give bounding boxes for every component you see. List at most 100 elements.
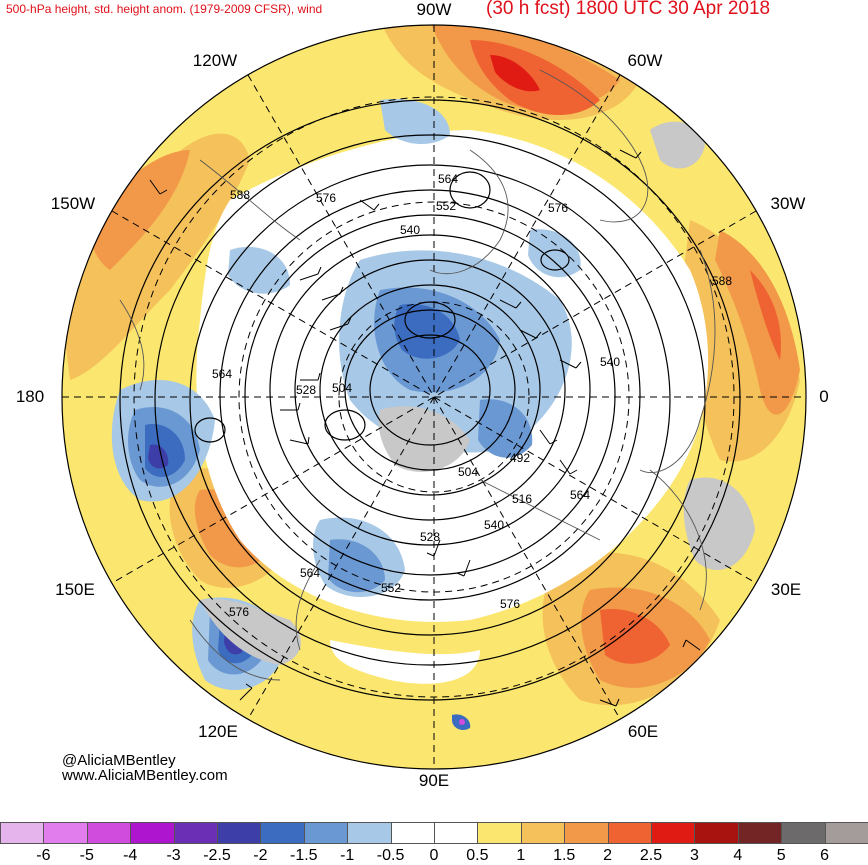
- terrain-mask: [200, 599, 301, 665]
- colorbar-swatch: [564, 822, 609, 844]
- colorbar-swatch: [694, 822, 739, 844]
- contour-line: [449, 171, 491, 209]
- credit-handle: @AliciaMBentley: [62, 752, 176, 769]
- coastline: [649, 469, 707, 611]
- contour-label: 564: [438, 172, 458, 186]
- credit-website[interactable]: www.AliciaMBentley.com: [62, 767, 228, 784]
- colorbar-swatch: [260, 822, 305, 844]
- contour-label: 492: [510, 451, 530, 465]
- colorbar-tick-label: 2: [603, 847, 613, 864]
- contour-label-layer: 564 552 540 576 588 576 588 540 564 528 …: [212, 172, 732, 619]
- meridian-line: [111, 210, 757, 584]
- coastline: [429, 149, 509, 275]
- contour-line: [540, 249, 570, 271]
- colorbar-swatch: [781, 822, 826, 844]
- contour-label: 588: [712, 274, 732, 288]
- contour-label: 576: [229, 605, 249, 619]
- lon-label-150w: 150W: [50, 194, 96, 213]
- lon-label-180: 180: [15, 387, 45, 406]
- contour-label: 564: [300, 566, 320, 580]
- colorbar-swatch: [43, 822, 88, 844]
- colorbar-swatch: [173, 822, 218, 844]
- colorbar-tick-label: 0: [429, 847, 439, 864]
- wind-barb: [149, 149, 701, 707]
- contour-line: [369, 334, 491, 446]
- colorbar-swatch: [86, 822, 132, 844]
- terrain-mask: [683, 477, 755, 570]
- contour-line: [294, 259, 566, 521]
- colorbar: [0, 822, 868, 844]
- colorbar-tick-label: -6: [36, 847, 51, 864]
- colorbar-tick-label: 4: [733, 847, 743, 864]
- contour-label: 540: [600, 355, 620, 369]
- meridian-line: [247, 74, 621, 720]
- lon-label-60w: 60W: [627, 51, 663, 70]
- contour-label: 540: [400, 223, 420, 237]
- colorbar-swatch: [390, 822, 435, 844]
- contour-line: [219, 189, 641, 601]
- graticule: [62, 25, 806, 769]
- lon-label-30w: 30W: [770, 194, 806, 213]
- colorbar-tick-label: 3: [689, 847, 699, 864]
- contour-label: 540: [484, 518, 504, 532]
- colorbar-tick-label: -1.5: [290, 847, 318, 864]
- colorbar-swatch: [130, 822, 175, 844]
- meridian-line: [111, 210, 757, 584]
- contour-line: [244, 214, 616, 576]
- colorbar-tick-label: -4: [123, 847, 138, 864]
- anomaly-region: [330, 640, 480, 684]
- lon-label-30e: 30E: [770, 580, 802, 599]
- lon-label-60e: 60E: [627, 722, 659, 741]
- contour-label: 576: [316, 191, 336, 205]
- contour-line: [344, 309, 516, 471]
- coastline: [295, 559, 321, 651]
- colorbar-tick-label: 5: [776, 847, 786, 864]
- colorbar-swatch: [651, 822, 696, 844]
- contour-label: 576: [500, 597, 520, 611]
- contour-line: [189, 164, 671, 636]
- colorbar-swatch: [607, 822, 652, 844]
- contour-label: 564: [570, 488, 590, 502]
- contour-label: 504: [458, 465, 478, 479]
- coastline: [479, 479, 601, 541]
- contour-line: [319, 284, 541, 496]
- contour-label: 528: [420, 530, 440, 544]
- lon-label-90e: 90E: [418, 771, 450, 790]
- colorbar-tick-label: 6: [820, 847, 830, 864]
- colorbar-swatch: [824, 822, 868, 844]
- contour-line: [404, 301, 456, 339]
- contour-label: 588: [230, 188, 250, 202]
- anomaly-region: [380, 99, 450, 145]
- colorbar-tick-label: 1.5: [553, 847, 576, 864]
- lon-label-150e: 150E: [55, 580, 95, 599]
- header-right-title: (30 h fcst) 1800 UTC 30 Apr 2018: [486, 0, 771, 19]
- colorbar-tick-label: 0.5: [466, 847, 489, 864]
- contour-line: [194, 417, 226, 443]
- colorbar-tick-label: -2.5: [203, 847, 231, 864]
- coastlines: [119, 69, 716, 681]
- lon-label-120e: 120E: [198, 722, 238, 741]
- wind-barbs: [149, 149, 701, 707]
- colorbar-tick-label: -2: [253, 847, 268, 864]
- colorbar-swatch: [434, 822, 479, 844]
- anomaly-region: [715, 230, 800, 415]
- colorbar-tick-label: -0.5: [376, 847, 405, 864]
- anomaly-region: [394, 304, 460, 359]
- terrain-mask: [378, 406, 470, 472]
- colorbar-tick-label: -3: [166, 847, 181, 864]
- contour-line: [269, 234, 591, 546]
- header-left-title: 500-hPa height, std. height anom. (1979-…: [6, 2, 323, 16]
- colorbar-swatch: [0, 822, 45, 844]
- contour-line: [324, 409, 366, 441]
- contour-label: 552: [436, 199, 456, 213]
- lon-label-90w: 90W: [416, 0, 452, 19]
- anomaly-region: [89, 150, 190, 270]
- colorbar-swatch: [520, 822, 566, 844]
- colorbar-tick-label: -1: [340, 847, 355, 864]
- anomaly-region: [490, 55, 540, 92]
- colorbar-tick-label: 1: [516, 847, 526, 864]
- colorbar-tick-label: 2.5: [639, 847, 663, 864]
- contour-label: 576: [548, 201, 568, 215]
- coastline: [639, 249, 716, 473]
